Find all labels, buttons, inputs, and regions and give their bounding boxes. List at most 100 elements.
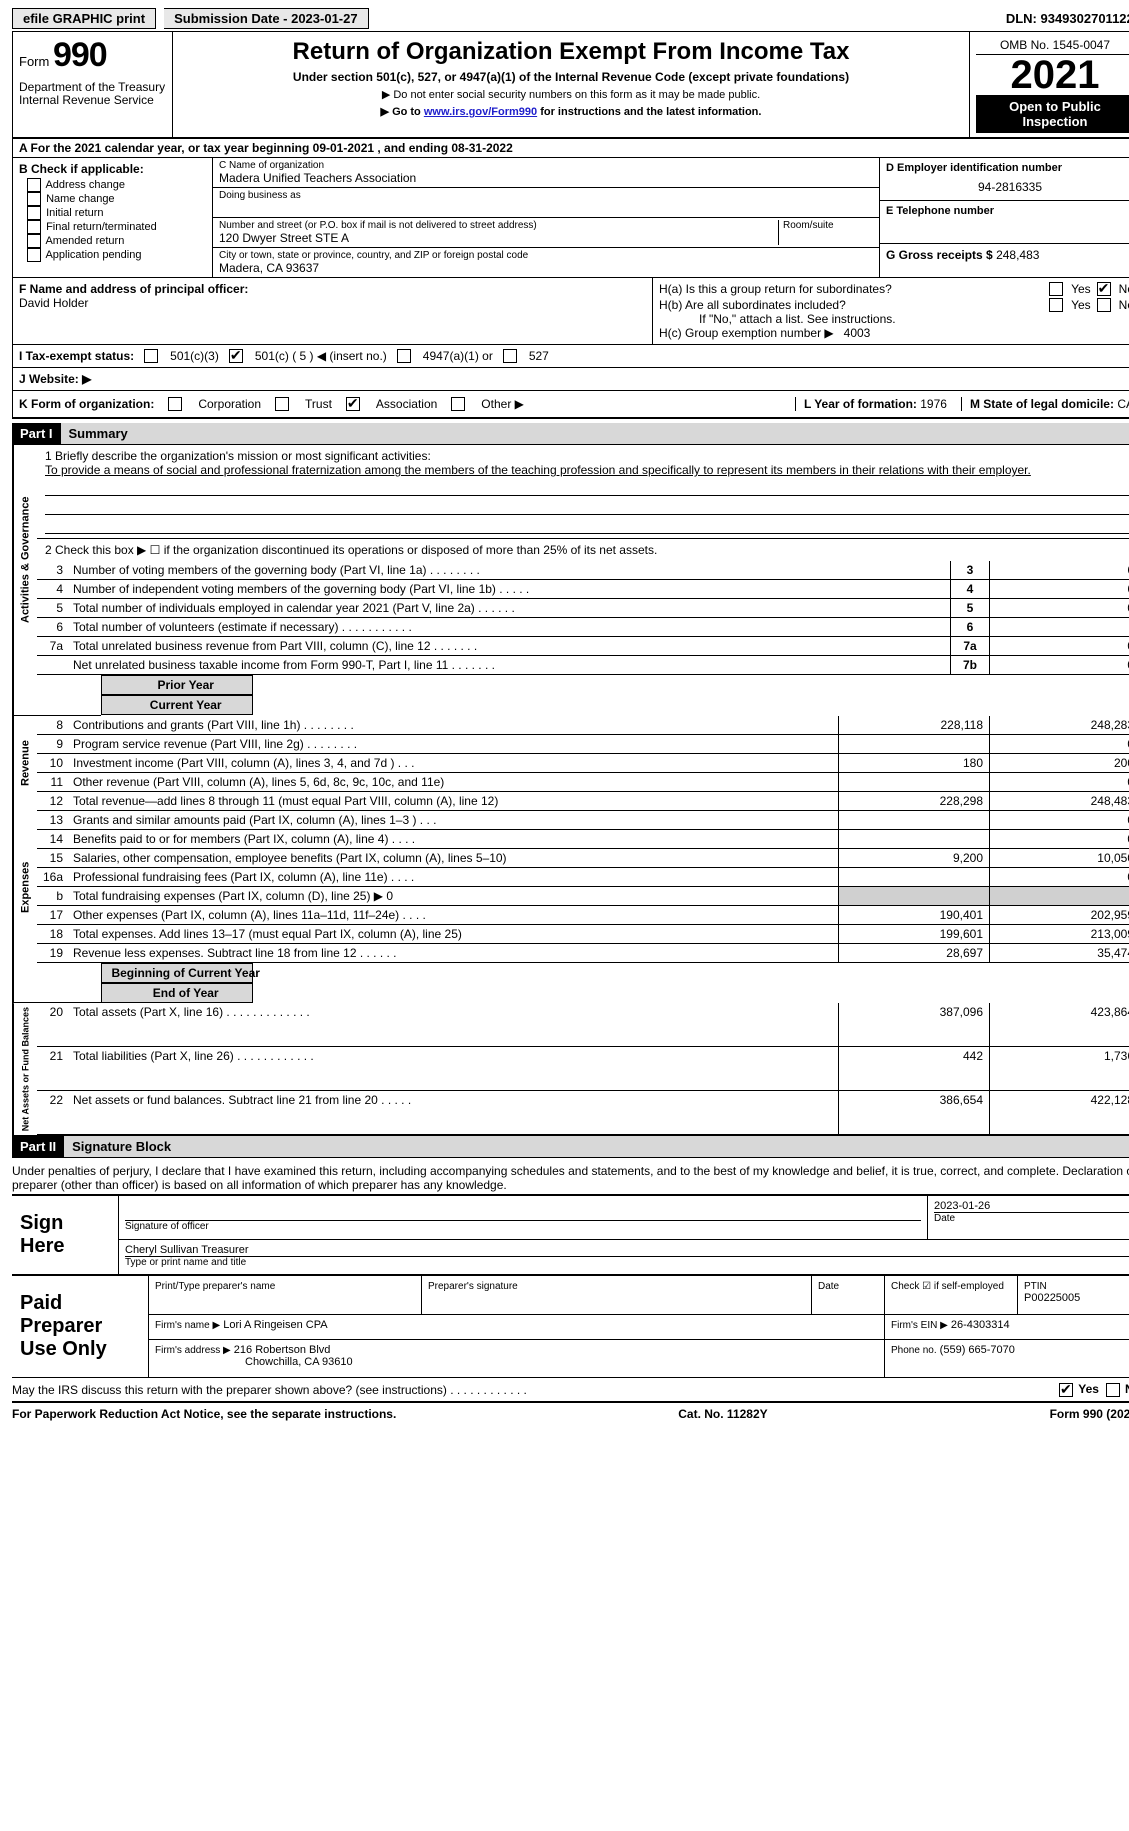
line-text: Total number of volunteers (estimate if … (69, 618, 951, 637)
prior-val: 228,118 (839, 716, 990, 735)
line-box: 4 (951, 580, 990, 599)
form-sub2: ▶ Do not enter social security numbers o… (179, 88, 963, 101)
line-a: A For the 2021 calendar year, or tax yea… (12, 139, 1129, 158)
ha-yes[interactable] (1049, 282, 1063, 296)
prior-val (839, 886, 990, 905)
may-yes[interactable] (1059, 1383, 1073, 1397)
irs-link[interactable]: www.irs.gov/Form990 (424, 106, 537, 118)
section-f: F Name and address of principal officer:… (13, 278, 653, 344)
paid-preparer: Paid Preparer Use Only (12, 1276, 149, 1378)
city-value: Madera, CA 93637 (219, 261, 873, 275)
chk-initial[interactable]: Initial return (27, 206, 206, 220)
declaration: Under penalties of perjury, I declare th… (12, 1162, 1129, 1195)
phone-val: (559) 665-7070 (940, 1344, 1015, 1356)
no-text: No (1119, 282, 1129, 296)
line-num: 7a (37, 637, 69, 656)
chk-final[interactable]: Final return/terminated (27, 220, 206, 234)
chk-amended[interactable]: Amended return (27, 234, 206, 248)
chk-assoc[interactable] (346, 397, 360, 411)
section-i: I Tax-exempt status: 501(c)(3) 501(c) ( … (12, 345, 1129, 368)
line-text: Total number of individuals employed in … (69, 599, 951, 618)
line-box: 7a (951, 637, 990, 656)
form-title: Return of Organization Exempt From Incom… (179, 38, 963, 66)
line-num: 22 (37, 1090, 69, 1134)
form-id-box: Form 990 Department of the Treasury Inte… (13, 32, 173, 137)
chk-name[interactable]: Name change (27, 192, 206, 206)
officer-name-val: Cheryl Sullivan Treasurer (125, 1244, 1129, 1256)
hb-no[interactable] (1097, 298, 1111, 312)
hc-value: 4003 (844, 326, 871, 340)
line-text: Total expenses. Add lines 13–17 (must eq… (69, 924, 839, 943)
dept-label: Department of the Treasury Internal Reve… (19, 81, 166, 107)
chk-527[interactable] (503, 349, 517, 363)
f-label: F Name and address of principal officer: (19, 282, 248, 296)
chk-corp[interactable] (168, 397, 182, 411)
chk-trust[interactable] (275, 397, 289, 411)
line-num: 18 (37, 924, 69, 943)
chk-pending[interactable]: Application pending (27, 248, 206, 262)
may-no[interactable] (1106, 1383, 1120, 1397)
line-num: 17 (37, 905, 69, 924)
room-lbl: Room/suite (779, 220, 873, 245)
form-footer: Form 990 (2021) (1050, 1407, 1129, 1421)
cur-val: 213,009 (990, 924, 1129, 943)
line-text: Total fundraising expenses (Part IX, col… (69, 886, 839, 905)
line-num: b (37, 886, 69, 905)
line-box: 7b (951, 656, 990, 675)
chk-4947[interactable] (397, 349, 411, 363)
officer-name: David Holder (19, 296, 88, 310)
line-val: 6 (990, 580, 1129, 599)
i-label: I Tax-exempt status: (19, 349, 134, 363)
firm-lbl: Firm's name ▶ (155, 1320, 220, 1331)
line-val: 0 (990, 599, 1129, 618)
sub3-post: for instructions and the latest informat… (540, 106, 761, 118)
line-text: Grants and similar amounts paid (Part IX… (69, 811, 839, 830)
ha-no[interactable] (1097, 282, 1111, 296)
chk-501c3[interactable] (144, 349, 158, 363)
sig-date-lbl: Date (934, 1212, 1129, 1224)
gross-receipts: 248,483 (996, 248, 1039, 262)
sub3-pre: ▶ Go to (381, 106, 424, 118)
hb-yes[interactable] (1049, 298, 1063, 312)
hc-label: H(c) Group exemption number ▶ (659, 326, 834, 340)
m-val: CA (1117, 397, 1129, 411)
prior-val (839, 811, 990, 830)
m-label: M State of legal domicile: (970, 397, 1114, 411)
cur-val: 10,050 (990, 848, 1129, 867)
prep-name-lbl: Print/Type preparer's name (155, 1281, 275, 1292)
line-num: 13 (37, 811, 69, 830)
chk-address[interactable]: Address change (27, 178, 206, 192)
paperwork-notice: For Paperwork Reduction Act Notice, see … (12, 1407, 396, 1421)
line-text: Net unrelated business taxable income fr… (69, 656, 951, 675)
line-val (990, 618, 1129, 637)
chk-501c[interactable] (229, 349, 243, 363)
cur-val: 248,483 (990, 791, 1129, 810)
g-label: G Gross receipts $ (886, 248, 993, 262)
cur-val: 423,864 (990, 1003, 1129, 1046)
ein-lbl: Firm's EIN ▶ (891, 1320, 948, 1331)
ptin-val: P00225005 (1024, 1292, 1080, 1304)
line-box: 6 (951, 618, 990, 637)
b-label: B Check if applicable: (19, 162, 206, 176)
line-num: 11 (37, 772, 69, 791)
line-text: Total unrelated business revenue from Pa… (69, 637, 951, 656)
j-label: J Website: ▶ (19, 372, 91, 386)
line-num: 16a (37, 867, 69, 886)
prior-val: 386,654 (839, 1090, 990, 1134)
line-val: 0 (990, 656, 1129, 675)
line-num: 5 (37, 599, 69, 618)
prior-val: 9,200 (839, 848, 990, 867)
line-text: Other revenue (Part VIII, column (A), li… (69, 772, 839, 791)
current-year-hdr: Current Year (101, 695, 253, 715)
q1-label: 1 Briefly describe the organization's mi… (45, 449, 1129, 463)
chk-other[interactable] (451, 397, 465, 411)
efile-label: efile GRAPHIC print (12, 8, 156, 29)
cat-no: Cat. No. 11282Y (678, 1407, 767, 1421)
line-text: Net assets or fund balances. Subtract li… (69, 1090, 839, 1134)
h-note: If "No," attach a list. See instructions… (699, 312, 1129, 326)
prior-val: 387,096 (839, 1003, 990, 1046)
cur-val: 35,474 (990, 943, 1129, 962)
mission-text: To provide a means of social and profess… (45, 463, 1129, 477)
end-year-hdr: End of Year (101, 983, 253, 1003)
prior-val (839, 772, 990, 791)
